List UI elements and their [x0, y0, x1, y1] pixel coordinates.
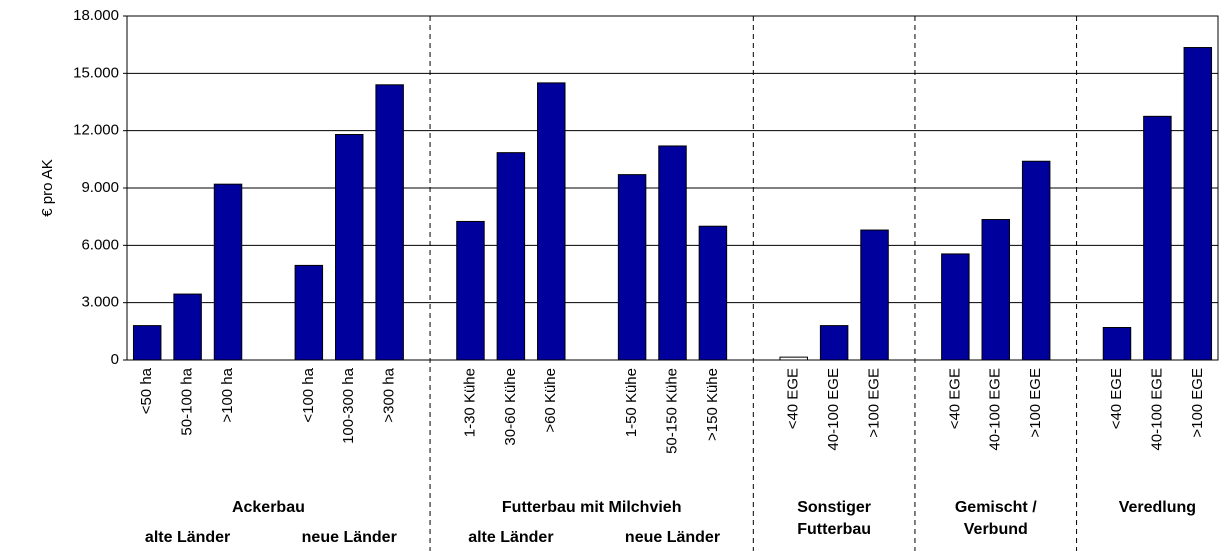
y-tick-label: 18.000	[73, 7, 119, 24]
y-tick-label: 12.000	[73, 122, 119, 139]
bar	[1183, 47, 1213, 361]
bar	[1143, 115, 1172, 361]
x-tick-label: <100 ha	[300, 367, 317, 422]
y-tick-label: 0	[111, 351, 119, 368]
group-label: Gemischt /	[955, 499, 1037, 516]
bar	[1102, 327, 1132, 361]
bar	[173, 293, 202, 361]
bar	[860, 229, 889, 361]
group-label: Sonstiger	[797, 499, 871, 516]
x-tick-label: <40 EGE	[1108, 368, 1125, 429]
x-tick-label: 100-300 ha	[340, 367, 357, 444]
x-tick-label: >60 Kühe	[542, 368, 559, 433]
bar	[1021, 160, 1051, 361]
bar	[132, 325, 162, 361]
group-label: Veredlung	[1119, 499, 1196, 516]
bar	[779, 356, 808, 361]
bar	[456, 220, 485, 361]
y-axis-label: € pro AK	[39, 159, 56, 217]
x-tick-label: >100 ha	[219, 367, 236, 422]
x-tick-label: 50-100 ha	[179, 367, 196, 435]
x-tick-label: 1-30 Kühe	[461, 368, 478, 437]
y-tick-label: 15.000	[73, 64, 119, 81]
x-tick-label: >100 EGE	[866, 368, 883, 438]
subgroup-label: alte Länder	[145, 529, 230, 546]
x-tick-label: 50-150 Kühe	[663, 368, 680, 454]
bar	[294, 264, 324, 361]
bar	[658, 145, 687, 361]
x-tick-label: <40 EGE	[785, 368, 802, 429]
group-label: Futterbau mit Milchvieh	[502, 499, 682, 516]
x-tick-label: >150 Kühe	[704, 368, 721, 441]
bar	[981, 219, 1010, 361]
group-label: Ackerbau	[232, 499, 305, 516]
x-tick-label: 40-100 EGE	[1148, 368, 1165, 451]
group-label: Verbund	[964, 521, 1028, 538]
bar	[213, 183, 243, 361]
x-tick-label: >300 ha	[381, 367, 398, 422]
x-tick-label: 40-100 EGE	[825, 368, 842, 451]
bar	[819, 325, 849, 361]
y-tick-label: 6.000	[81, 236, 119, 253]
subgroup-label: neue Länder	[302, 529, 397, 546]
bar	[617, 174, 647, 361]
x-tick-label: >100 EGE	[1189, 368, 1206, 438]
y-tick-label: 9.000	[81, 179, 119, 196]
x-tick-label: 30-60 Kühe	[502, 368, 519, 446]
subgroup-label: neue Länder	[625, 529, 720, 546]
bar	[496, 152, 526, 361]
bar	[335, 133, 364, 361]
x-tick-label: 1-50 Kühe	[623, 368, 640, 437]
x-tick-label: 40-100 EGE	[987, 368, 1004, 451]
x-tick-label: >100 EGE	[1027, 368, 1044, 438]
bar	[537, 82, 566, 361]
x-tick-label: <40 EGE	[946, 368, 963, 429]
subgroup-label: alte Länder	[468, 529, 553, 546]
bar	[375, 84, 404, 361]
bar	[698, 225, 728, 361]
x-tick-label: <50 ha	[138, 367, 155, 414]
y-tick-label: 3.000	[81, 294, 119, 311]
group-label: Futterbau	[797, 521, 871, 538]
bar	[941, 253, 970, 361]
